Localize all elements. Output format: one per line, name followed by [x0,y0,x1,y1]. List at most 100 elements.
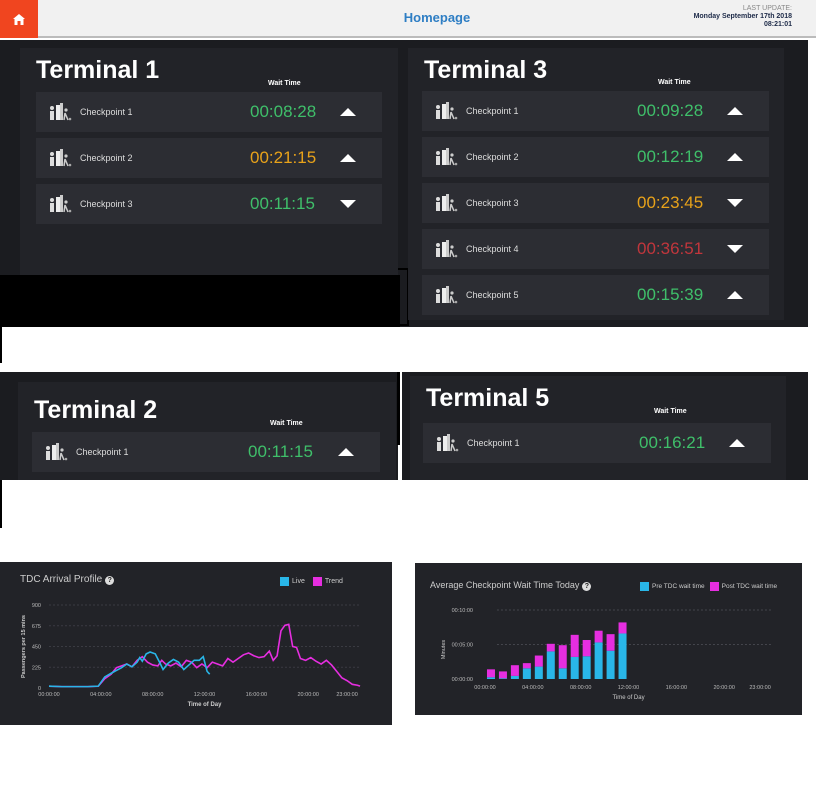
people-queue-icon [434,285,460,305]
people-queue-icon [435,433,461,453]
page-title: Homepage [403,10,471,25]
bar-post-tdc [534,655,543,667]
arrow-up-icon [727,291,743,299]
y-tick-label: 00:10:00 [452,608,473,614]
checkpoint-row[interactable]: Checkpoint 3 00:11:15 [36,184,382,224]
checkpoint-row[interactable]: Checkpoint 5 00:15:39 [422,275,769,315]
y-tick-label: 225 [32,665,41,671]
bar-post-tdc [582,640,591,657]
bar-pre-tdc [558,668,567,679]
y-tick-label: 0 [38,686,41,692]
checkpoint-name: Checkpoint 1 [466,106,519,116]
x-tick-label: 16:00:00 [666,685,687,691]
wait-time-value: 00:08:28 [250,102,317,121]
bar-post-tdc [618,622,627,634]
people-queue-icon [48,102,74,122]
checkpoint-name: Checkpoint 1 [80,107,133,117]
legend-trend[interactable]: Trend [324,578,343,585]
wait-time-value: 00:16:21 [639,433,706,452]
checkpoint-row[interactable]: Checkpoint 2 00:12:19 [422,137,769,177]
checkpoint-name: Checkpoint 2 [80,153,133,163]
x-tick-label: 12:00:00 [618,685,639,691]
chart-title: TDC Arrival Profile? [20,574,115,585]
x-tick-label: 00:00:00 [474,685,495,691]
y-axis-label: Passengers per 15 mins [21,615,27,678]
last-update-date: Monday September 17th 2018 [693,13,792,20]
home-button[interactable] [0,0,38,38]
terminal-2-panel: Terminal 2 Wait Time Checkpoint 1 00:11:1… [18,382,396,480]
y-tick-label: 675 [32,624,41,630]
terminal-title: Terminal 5 [426,384,550,412]
bar-post-tdc [510,665,519,676]
wait-time-value: 00:36:51 [637,239,704,258]
people-queue-icon [434,193,460,213]
checkpoint-row[interactable]: Checkpoint 1 00:16:21 [423,423,771,463]
wait-time-header: Wait Time [654,408,687,415]
legend-live[interactable]: Live [292,578,305,585]
redaction-box [0,275,400,327]
x-tick-label: 23:00:00 [336,692,357,698]
divider-line [0,480,2,528]
chart-title-text: TDC Arrival Profile [20,574,103,585]
help-icon[interactable]: ? [105,576,115,585]
legend-post[interactable]: Post TDC wait time [721,583,778,590]
checkpoint-name: Checkpoint 2 [466,152,519,162]
bar-post-tdc [546,643,555,652]
average-wait-chart: Average Checkpoint Wait Time Today? Pre … [415,563,802,715]
arrow-down-icon [727,199,743,207]
x-axis-label: Time of Day [188,702,223,708]
checkpoint-row[interactable]: Checkpoint 4 00:36:51 [422,229,769,269]
x-tick-label: 12:00:00 [194,692,215,698]
bar-pre-tdc [570,656,579,679]
checkpoint-name: Checkpoint 4 [466,244,519,254]
people-queue-icon [434,101,460,121]
checkpoint-row[interactable]: Checkpoint 3 00:23:45 [422,183,769,223]
legend: Live Trend [272,577,343,586]
checkpoint-row[interactable]: Checkpoint 1 00:08:28 [36,92,382,132]
wait-time-value: 00:12:19 [637,147,704,166]
bar-pre-tdc [606,650,615,679]
legend-pre[interactable]: Pre TDC wait time [652,583,705,590]
x-axis-label: Time of Day [612,695,644,701]
checkpoint-name: Checkpoint 1 [76,447,129,457]
terminal-title: Terminal 3 [424,56,548,84]
y-tick-label: 00:00:00 [452,677,473,683]
checkpoint-row[interactable]: Checkpoint 1 00:09:28 [422,91,769,131]
bar-post-tdc [486,669,495,678]
bar-pre-tdc [510,675,519,679]
arrow-down-icon [340,200,356,208]
bar-pre-tdc [594,642,603,679]
wait-time-header: Wait Time [270,420,303,427]
people-queue-icon [48,194,74,214]
x-tick-label: 04:00:00 [90,692,111,698]
legend: Pre TDC wait time Post TDC wait time [632,582,777,591]
wait-time-value: 00:21:15 [250,148,317,167]
bar-pre-tdc [486,677,495,679]
terminal-5-panel: Terminal 5 Wait Time Checkpoint 1 00:16:2… [410,376,786,480]
arrow-down-icon [727,245,743,253]
people-queue-icon [48,148,74,168]
x-tick-label: 16:00:00 [246,692,267,698]
wait-time-value: 00:09:28 [637,101,704,120]
terminal-1-panel: Terminal 1 Wait Time Checkpoint 1 00:08:2… [20,48,398,275]
x-tick-label: 04:00:00 [522,685,543,691]
wait-time-header: Wait Time [658,79,691,86]
x-tick-label: 20:00:00 [713,685,734,691]
legend-post-swatch [709,582,719,591]
terminal-title: Terminal 1 [36,56,160,84]
y-tick-label: 00:05:00 [452,643,473,649]
checkpoint-row[interactable]: Checkpoint 1 00:11:15 [32,432,380,472]
last-update-time: 08:21:01 [763,21,792,28]
bar-pre-tdc [618,633,627,679]
last-update: LAST UPDATE: Monday September 17th 2018 … [694,5,792,29]
checkpoint-name: Checkpoint 5 [466,290,519,300]
series-line-live [48,651,211,688]
help-icon[interactable]: ? [582,582,592,591]
bar-pre-tdc [522,668,531,679]
arrow-up-icon [727,153,743,161]
checkpoint-name: Checkpoint 1 [467,438,520,448]
arrow-up-icon [727,107,743,115]
terminal-title: Terminal 2 [34,396,158,424]
checkpoint-row[interactable]: Checkpoint 2 00:21:15 [36,138,382,178]
people-queue-icon [434,239,460,259]
